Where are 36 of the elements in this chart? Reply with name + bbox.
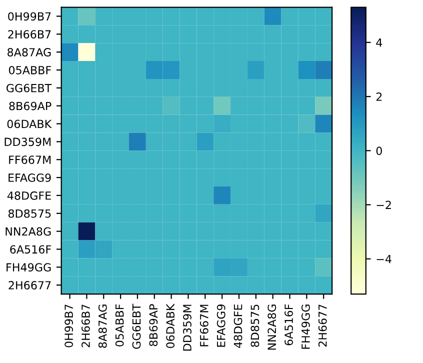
color-bar-label: −4 — [376, 254, 392, 264]
x-tick-label: EFAGG9 — [216, 304, 226, 347]
y-tick-label: NN2A8G — [6, 227, 51, 236]
color-bar-label: 0 — [376, 146, 382, 156]
x-tick-label: 48DGFE — [234, 304, 242, 348]
x-tick-label: 2H66B7 — [82, 304, 90, 348]
y-tick-label: 6A516F — [10, 245, 51, 254]
color-bar-label: 2 — [376, 92, 382, 101]
y-tick-label: GG6EBT — [6, 84, 52, 92]
x-tick-label: 06DABK — [166, 304, 175, 348]
y-tick-label: 8B69AP — [9, 102, 52, 110]
y-tick-label: 0H99B7 — [8, 12, 51, 21]
y-tick-label: 05ABBF — [8, 66, 51, 74]
x-tick-label: NN2A8G — [268, 304, 276, 350]
y-tick-label: EFAGG9 — [8, 174, 51, 182]
y-tick-label: 2H66B7 — [8, 30, 51, 39]
color-bar-label: −2 — [376, 200, 391, 209]
x-tick-label: DD359M — [183, 304, 192, 351]
x-tick-label: 6A516F — [284, 304, 293, 346]
y-tick-label: 2H6677 — [8, 281, 51, 290]
y-tick-label: 48DGFE — [7, 191, 51, 200]
x-tick-label: 05ABBF — [115, 304, 124, 346]
y-tick-label: DD359M — [4, 138, 51, 146]
y-tick-label: 8D8575 — [8, 209, 51, 218]
y-tick-label: FH49GG — [6, 263, 51, 272]
y-tick-label: 06DABK — [7, 120, 52, 128]
x-tick-label: FF667M — [200, 304, 208, 346]
x-tick-label: 8A87AG — [98, 304, 107, 348]
color-bar-label: 4 — [376, 38, 382, 47]
x-tick-label: FH49GG — [301, 304, 310, 349]
x-tick-label: GG6EBT — [132, 304, 141, 349]
y-tick-label: FF667M — [9, 156, 51, 164]
x-tick-label: 2H6677 — [318, 304, 327, 347]
x-tick-label: 8B69AP — [149, 304, 158, 346]
y-tick-label: 8A87AG — [8, 48, 51, 56]
x-tick-label: 8D8575 — [250, 304, 260, 347]
